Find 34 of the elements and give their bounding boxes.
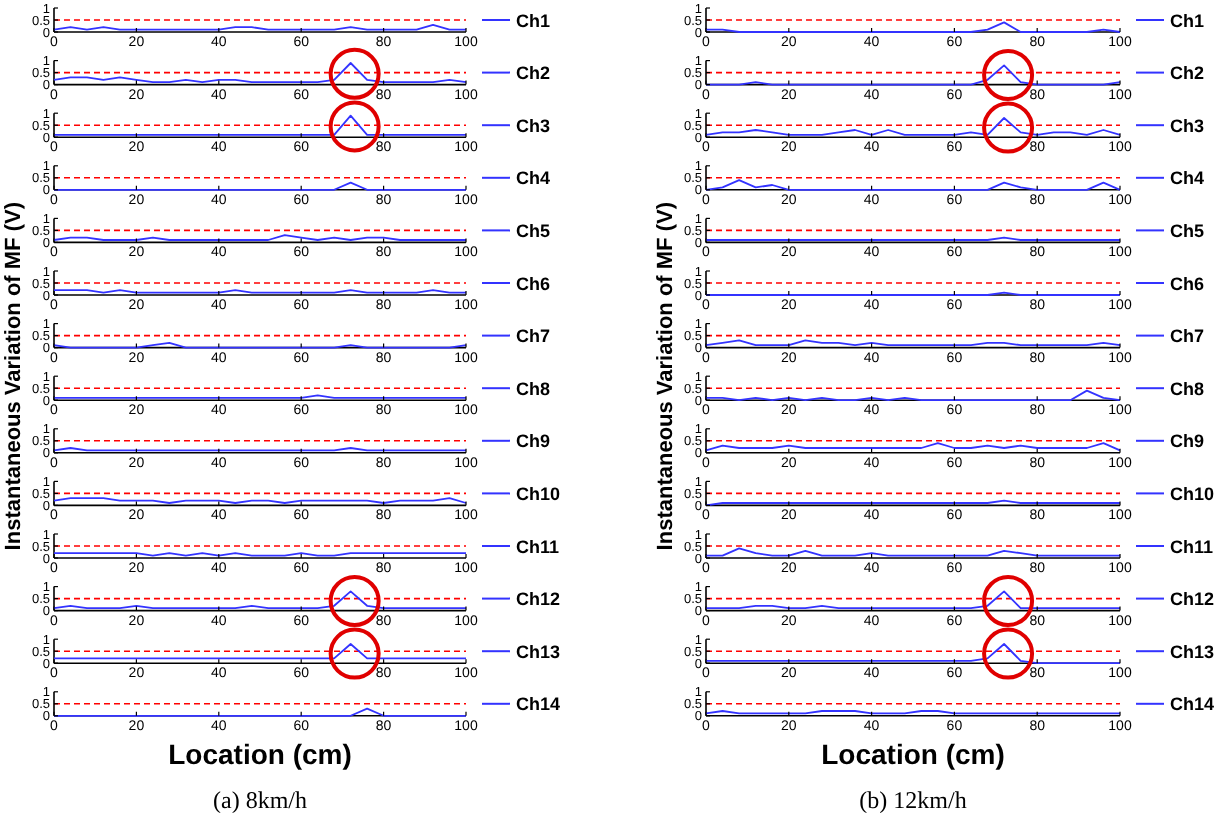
legend-label: Ch12 (1170, 589, 1215, 610)
x-axis-title: Location (cm) (821, 737, 1005, 770)
legend-label: Ch1 (516, 10, 551, 31)
text: (a) 8km/h (213, 785, 307, 814)
legend-label: Ch5 (1170, 221, 1205, 241)
text: (b) 12km/h (859, 785, 967, 814)
legend-label: Ch9 (516, 431, 551, 452)
legend-label: Ch13 (1170, 641, 1215, 662)
legend-label: Ch11 (516, 536, 560, 557)
legend-label: Ch7 (1170, 326, 1205, 347)
legend-label: Ch7 (516, 326, 551, 347)
legend-label: Ch4 (1170, 168, 1205, 189)
legend-label: Ch8 (516, 378, 551, 399)
legend-label: Ch11 (1170, 536, 1214, 557)
legend-label: Ch8 (1170, 378, 1205, 399)
x-axis-title: Location (cm) (168, 737, 352, 770)
legend-label: Ch10 (516, 484, 561, 504)
legend-label: Ch3 (516, 115, 551, 136)
legend-label: Ch10 (1170, 484, 1215, 504)
y-axis-title: Instantaneous Variation of MF (V) (2, 201, 26, 551)
legend-label: Ch14 (1170, 694, 1215, 715)
legend-label: Ch12 (516, 589, 561, 610)
legend-label: Ch5 (516, 221, 551, 241)
legend-label: Ch3 (1170, 115, 1205, 136)
legend-label: Ch4 (516, 168, 551, 189)
y-axis-title: Instantaneous Variation of MF (V) (654, 201, 678, 551)
legend-label: Ch2 (1170, 63, 1205, 84)
legend-label: Ch6 (516, 273, 551, 294)
legend-label: Ch9 (1170, 431, 1205, 452)
legend-label: Ch13 (516, 641, 561, 662)
legend-label: Ch14 (516, 694, 561, 715)
legend-label: Ch6 (1170, 273, 1205, 294)
legend-label: Ch1 (1170, 10, 1205, 31)
legend-label: Ch2 (516, 63, 551, 84)
